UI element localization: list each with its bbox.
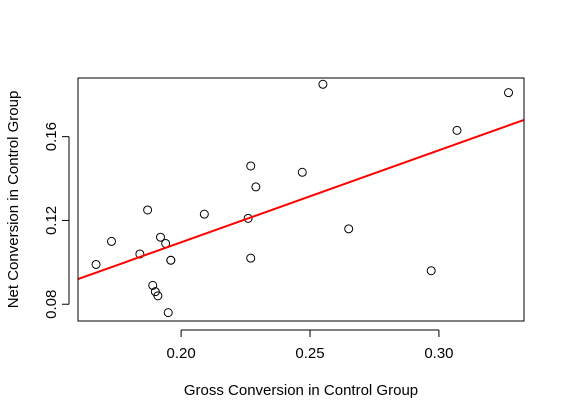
x-tick-label: 0.30	[424, 345, 453, 362]
data-point	[199, 209, 209, 219]
y-tick-label: 0.08	[43, 290, 60, 319]
data-point	[156, 232, 165, 242]
data-point	[163, 308, 173, 318]
plot-frame	[77, 77, 525, 322]
x-axis-label: Gross Conversion in Control Group	[184, 382, 418, 399]
x-axis: 0.20 0.25 0.30	[167, 329, 454, 362]
y-axis: 0.08 0.12 0.16	[43, 122, 70, 319]
data-point	[107, 236, 117, 246]
data-point	[246, 161, 256, 171]
x-tick-label: 0.25	[295, 345, 324, 362]
y-tick-label: 0.12	[43, 206, 60, 235]
data-point	[148, 280, 158, 290]
data-point	[246, 253, 256, 263]
data-point	[344, 224, 354, 234]
x-tick-label: 0.20	[167, 345, 196, 362]
plot-marks	[78, 79, 524, 318]
data-point	[166, 255, 176, 265]
y-tick-label: 0.16	[43, 122, 60, 151]
data-point	[153, 291, 163, 301]
data-point	[251, 182, 261, 192]
y-axis-label: Net Conversion in Control Group	[5, 91, 22, 309]
data-point	[143, 205, 153, 215]
data-point	[91, 259, 101, 269]
data-point	[243, 213, 253, 223]
data-point	[504, 88, 514, 98]
regression-line	[78, 118, 524, 281]
data-point	[297, 167, 307, 177]
data-point	[318, 79, 328, 89]
data-point	[452, 125, 462, 135]
data-point	[426, 266, 436, 276]
